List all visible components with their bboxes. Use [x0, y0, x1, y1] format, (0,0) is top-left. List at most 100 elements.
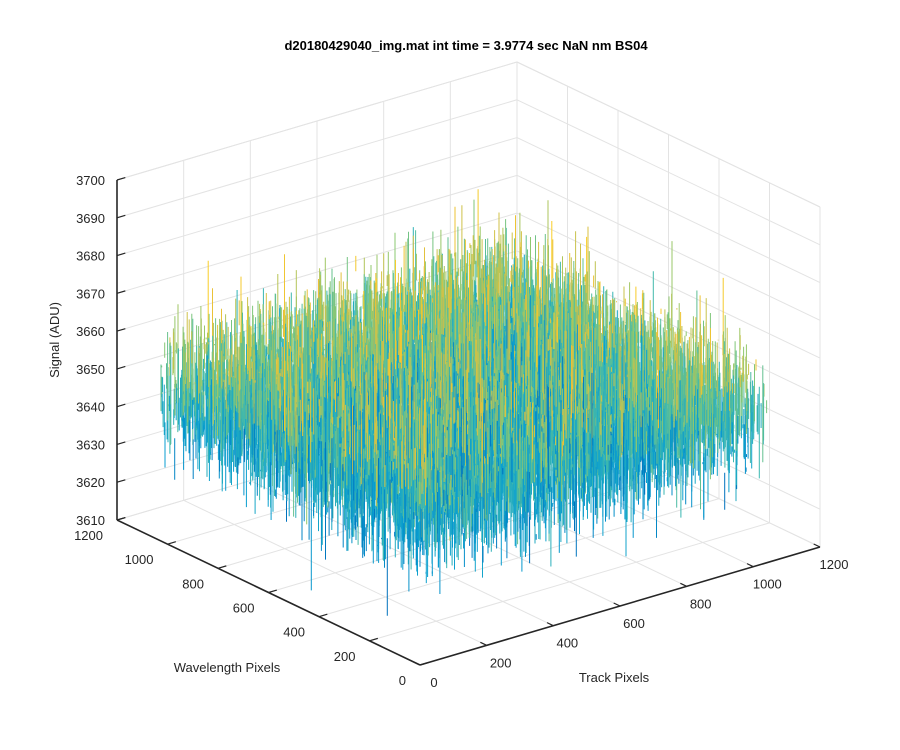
surface-strokes	[247, 310, 549, 369]
z-tick-label: 3670	[76, 286, 105, 301]
surface-strokes	[253, 261, 596, 424]
floor-gridline	[369, 522, 770, 642]
z-tick-mark	[116, 290, 126, 294]
z-tick-mark	[116, 214, 126, 219]
y-tick-label: 600	[233, 601, 255, 616]
x-tick-mark	[746, 563, 754, 568]
surface-strokes	[287, 298, 626, 460]
x-tick-label: 400	[556, 636, 578, 651]
surface-strokes	[212, 304, 658, 513]
surface-strokes	[191, 298, 374, 364]
x-tick-label: 800	[690, 596, 712, 611]
z-tick-label: 3620	[76, 475, 105, 490]
y-tick-mark	[369, 637, 379, 642]
surface-strokes	[225, 347, 556, 446]
surface-strokes	[419, 334, 514, 479]
surface-strokes	[288, 332, 547, 483]
side-wall-gridline	[516, 99, 821, 246]
x-tick-label: 0	[430, 675, 437, 690]
z-tick-mark	[116, 365, 126, 370]
surface-strokes	[198, 295, 597, 594]
surface-strokes	[269, 350, 645, 475]
surface-strokes	[295, 366, 371, 460]
z-tick-mark	[116, 176, 126, 181]
surface-strokes	[422, 334, 631, 446]
y-tick-mark	[217, 565, 227, 569]
surface-strokes	[219, 397, 651, 558]
surface-strokes	[307, 351, 479, 421]
surface-strokes	[297, 274, 589, 429]
y-tick-label: 800	[182, 576, 204, 591]
axis-layer: 0 200 400 600 800 1000 1200 0 200 400 600 800 1000 12…	[74, 173, 848, 690]
surface-strokes	[450, 308, 642, 421]
y-tick-mark	[419, 661, 429, 666]
z-tick-label: 3700	[76, 173, 105, 188]
surface-strokes	[388, 256, 642, 506]
surface-strokes	[296, 307, 550, 411]
surface-strokes	[313, 379, 571, 516]
surface-strokes	[481, 281, 682, 451]
y-tick-label: 400	[283, 625, 305, 640]
z-tick-label: 3680	[76, 249, 105, 264]
surface-strokes	[365, 312, 625, 432]
surface-strokes	[353, 326, 608, 461]
surface-strokes	[243, 360, 572, 467]
z-tick-mark	[116, 441, 126, 446]
surface-strokes	[424, 215, 711, 479]
surface-strokes	[419, 273, 666, 403]
surface-strokes	[374, 282, 621, 411]
z-tick-mark	[116, 516, 126, 521]
surface-strokes	[315, 317, 623, 450]
surface-strokes	[251, 410, 652, 523]
z-tick-label: 3650	[76, 362, 105, 377]
surface-strokes	[374, 317, 537, 471]
z-tick-label: 3660	[76, 324, 105, 339]
z-tick-label: 3640	[76, 400, 105, 415]
surface-strokes	[281, 290, 410, 377]
surface-strokes	[314, 276, 579, 525]
x-tick-label: 1000	[753, 577, 782, 592]
surface-strokes	[424, 283, 719, 454]
y-axis-label: Wavelength Pixels	[174, 660, 281, 675]
chart-title: d20180429040_img.mat int time = 3.9774 s…	[284, 38, 648, 53]
surface-strokes	[381, 471, 528, 540]
z-tick-label: 3610	[76, 513, 105, 528]
surface-strokes	[269, 328, 558, 506]
x-tick-mark	[613, 602, 621, 607]
surface-strokes	[304, 310, 504, 497]
surface-strokes	[409, 287, 664, 506]
x-tick-mark	[413, 661, 421, 666]
surface-strokes	[303, 295, 583, 437]
surface-strokes	[248, 255, 627, 439]
surface-strokes	[254, 266, 658, 453]
surface-strokes	[359, 373, 704, 541]
label-layer: Wavelength Pixels Track Pixels Signal (A…	[47, 302, 650, 685]
surface-strokes	[461, 387, 643, 535]
surface-strokes	[353, 284, 450, 461]
surface-layer	[160, 189, 768, 616]
y-tick-mark	[268, 589, 278, 594]
side-wall-gridline	[516, 212, 821, 359]
y-tick-mark	[167, 541, 177, 545]
surface-strokes	[486, 294, 733, 394]
surface-strokes	[324, 298, 615, 444]
z-tick-mark	[116, 328, 126, 332]
surface-strokes	[286, 293, 483, 448]
surface-strokes	[412, 248, 668, 429]
surface-strokes	[407, 338, 661, 455]
surface-strokes	[361, 323, 643, 519]
z-tick-mark	[116, 479, 126, 483]
x-tick-label: 200	[490, 655, 512, 670]
box-edge	[116, 61, 518, 181]
surface-strokes	[354, 425, 650, 530]
surface-strokes	[265, 373, 533, 484]
surface-strokes	[275, 332, 502, 389]
surface-strokes	[343, 356, 593, 501]
z-tick-mark	[116, 403, 126, 408]
surface-strokes	[298, 415, 545, 524]
z-tick-label: 3690	[76, 211, 105, 226]
surface-strokes	[207, 322, 652, 467]
box-edge	[516, 61, 821, 208]
surface-strokes	[271, 264, 526, 480]
